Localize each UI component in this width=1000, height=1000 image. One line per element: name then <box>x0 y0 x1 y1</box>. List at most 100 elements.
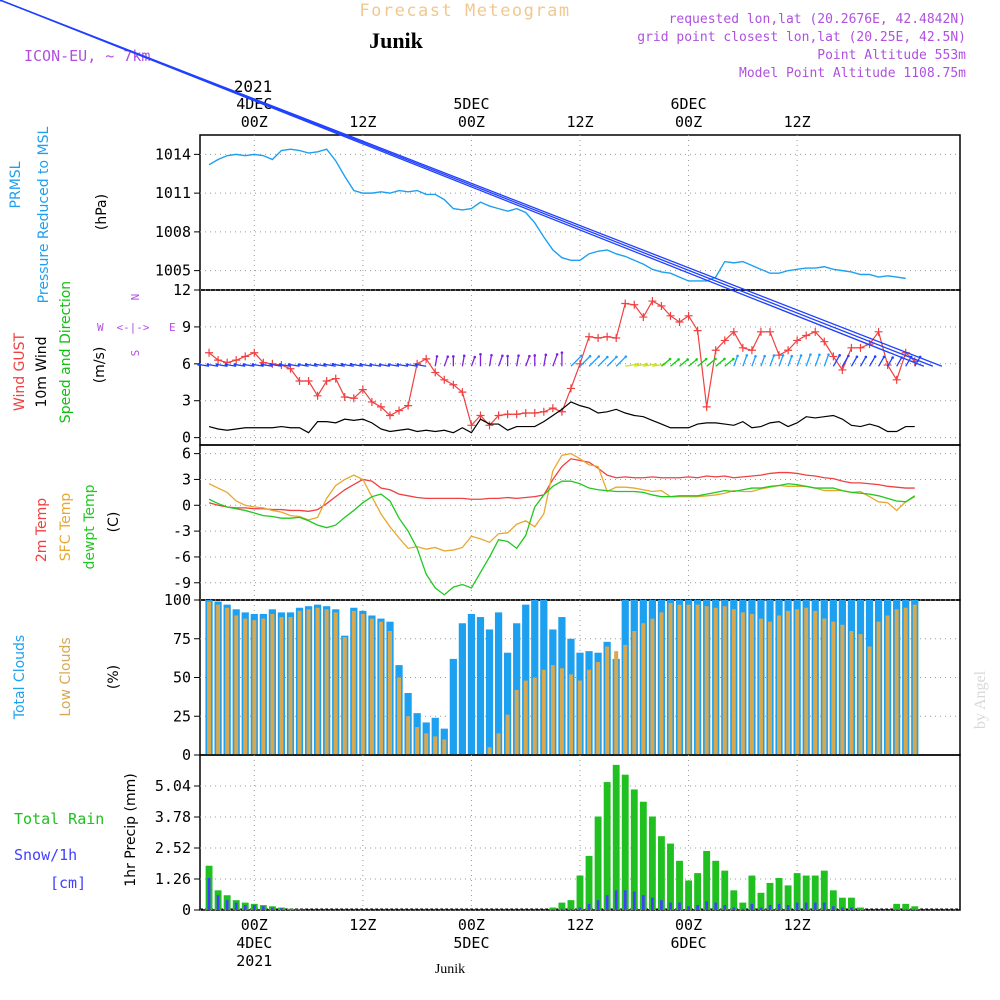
top-tick-label: 00Z <box>241 113 268 131</box>
snow-bar <box>741 908 745 910</box>
rain-bar <box>911 906 919 910</box>
total-cloud-bar <box>513 623 521 755</box>
wind-direction-arrow <box>597 356 608 367</box>
gust-point <box>621 299 630 308</box>
gust-point <box>856 343 865 352</box>
gust-point <box>503 410 512 419</box>
gust-point <box>322 377 331 386</box>
wind-direction-arrow <box>470 356 476 367</box>
low-cloud-bar <box>813 610 818 755</box>
snow-bar <box>795 902 799 910</box>
wind-arrow-head <box>387 363 391 366</box>
wind-arrow-head <box>580 354 583 358</box>
y-tick-label: 2.52 <box>155 839 191 857</box>
wind-arrow-head <box>0 0 2 2</box>
snow-bar <box>243 905 247 910</box>
gust-point <box>521 409 530 418</box>
low-cloud-bar <box>822 618 827 755</box>
wind-arrow-head <box>736 354 739 358</box>
wind-arrow-head <box>855 355 859 359</box>
wind-direction-arrow <box>497 355 504 367</box>
bottom-tick-label: 12Z <box>566 916 593 934</box>
wind-direction-arrow <box>434 356 438 367</box>
low-cloud-bar <box>668 603 673 755</box>
low-cloud-bar <box>442 739 447 755</box>
pressure-line <box>208 148 906 282</box>
rain-bar <box>639 801 647 910</box>
snow-bar <box>768 905 772 910</box>
low-cloud-bar <box>306 609 311 755</box>
wind-direction-arrow <box>652 363 665 367</box>
rain-bar <box>648 816 656 910</box>
gust-point <box>485 421 494 430</box>
y-tick-label: 3.78 <box>155 808 191 826</box>
wind-direction-arrow <box>279 363 291 367</box>
wind-arrow-head <box>297 363 301 366</box>
rain-bar <box>802 875 810 910</box>
wind-direction-arrow <box>914 356 921 367</box>
gust-point <box>449 380 458 389</box>
low-cloud-bar <box>351 610 356 755</box>
snow-bar <box>225 900 229 910</box>
wind-arrow-head <box>323 362 326 366</box>
compass-arrows: <-|-> <box>116 321 149 334</box>
clouds-unit: (%) <box>106 665 122 689</box>
wind-direction-arrow <box>332 363 345 367</box>
wind-arrow-head <box>799 354 803 357</box>
bottom-tick-label: 00Z <box>458 916 485 934</box>
gust-point <box>512 410 521 419</box>
gust-point <box>675 317 684 326</box>
gust-point <box>585 332 594 341</box>
gust-point <box>530 409 539 418</box>
y-tick-label: 3 <box>182 392 191 410</box>
wind-direction-arrow <box>769 355 775 367</box>
wind-arrow-head <box>772 354 776 357</box>
gust-point <box>729 327 738 336</box>
snow-bar <box>786 905 790 910</box>
wind-direction-arrow <box>525 355 531 367</box>
snow-bar <box>831 906 835 910</box>
low-cloud-bar <box>433 736 438 755</box>
rain-bar <box>585 855 593 910</box>
rain-bar <box>721 870 729 910</box>
low-cloud-bar <box>415 727 420 755</box>
total-cloud-bar <box>522 604 530 755</box>
snow-bar <box>850 907 853 910</box>
wind-direction-arrow <box>298 363 309 367</box>
wind-arrow-head <box>501 354 504 358</box>
low-cloud-bar <box>903 607 908 755</box>
low-cloud-bar <box>686 604 691 755</box>
wind-direction-arrow <box>606 356 617 367</box>
snow-bar <box>216 895 220 910</box>
top-year-label: 2021 <box>234 77 273 96</box>
wind-unit: (m/s) <box>92 347 108 384</box>
rain-bar <box>603 782 611 910</box>
low-cloud-bar <box>677 604 682 755</box>
bottom-tick-label: 4DEC <box>236 934 272 952</box>
wind-arrow-head <box>654 362 657 366</box>
wind-direction-arrow <box>443 356 449 367</box>
wind-direction-arrow <box>733 355 739 367</box>
y-tick-label: 12 <box>173 281 191 299</box>
wind-arrow-head <box>847 354 850 358</box>
gust-point <box>784 346 793 355</box>
wind-arrow-head <box>446 355 450 358</box>
wind-arrow-head <box>781 354 785 357</box>
direction-label: Speed and Direction <box>58 281 74 423</box>
rain-bar <box>567 900 575 910</box>
pressure-label-1: PRMSL <box>8 161 24 208</box>
rain-bar <box>757 892 765 910</box>
low-cloud-bar <box>523 680 528 755</box>
wind-direction-arrow <box>688 358 698 367</box>
low-cloud-bar <box>713 607 718 755</box>
y-tick-label: -9 <box>173 574 191 592</box>
wind-arrow-head <box>435 355 439 358</box>
wind-arrow-head <box>349 362 353 366</box>
compass-e: E <box>169 321 176 334</box>
rain-bar <box>893 903 901 910</box>
low-cloud-bar <box>578 680 582 755</box>
rain-bar <box>657 836 665 910</box>
wind-arrow-head <box>732 357 735 361</box>
rain-bar <box>784 885 792 910</box>
low-cloud-bar <box>596 662 601 755</box>
